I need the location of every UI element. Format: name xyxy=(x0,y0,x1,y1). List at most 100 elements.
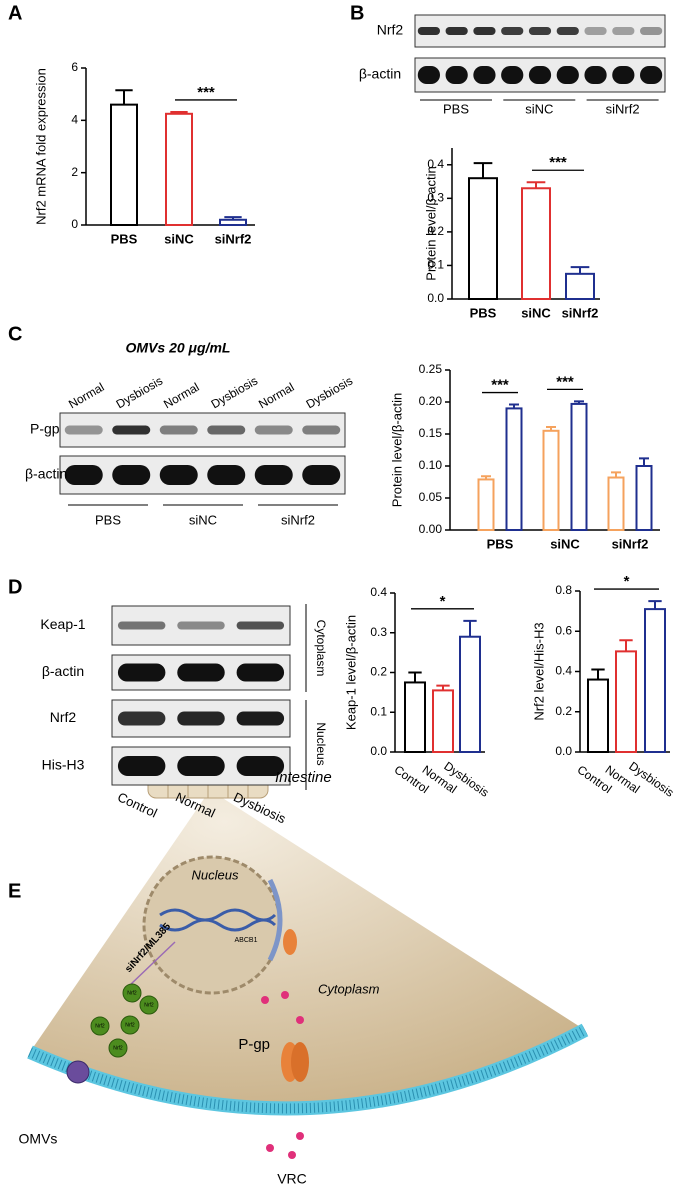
lane-label: Normal xyxy=(256,380,296,411)
diagram-label: VRC xyxy=(277,1171,307,1187)
blot-group-label: PBS xyxy=(443,101,469,116)
band xyxy=(236,663,285,682)
y-tick-label: 4 xyxy=(71,113,78,127)
x-tick-label: PBS xyxy=(470,305,497,320)
error-bar xyxy=(463,619,477,637)
blot-row-label: β-actin xyxy=(359,66,401,82)
bar xyxy=(644,608,666,753)
band xyxy=(159,465,198,485)
y-tick-label: 0.2 xyxy=(555,704,572,718)
band xyxy=(640,66,663,84)
y-axis-label: Nrf2 mRNA fold expression xyxy=(33,68,48,225)
band xyxy=(117,711,166,726)
significance-label: *** xyxy=(549,154,567,171)
band xyxy=(117,756,166,776)
blot-pgp xyxy=(59,412,346,448)
band xyxy=(236,711,285,726)
diagram-label: Cytoplasm xyxy=(318,981,380,996)
blot-row-label: Nrf2 xyxy=(50,709,77,725)
band xyxy=(254,425,293,435)
error-bar xyxy=(473,162,493,179)
lane-label: Dysbiosis xyxy=(114,374,165,412)
y-tick-label: 0.1 xyxy=(370,704,387,718)
y-tick-label: 0.8 xyxy=(555,583,572,597)
band xyxy=(528,66,552,84)
band xyxy=(112,425,151,435)
panel-letter: A xyxy=(8,2,22,24)
band xyxy=(584,66,607,84)
significance-label: *** xyxy=(556,373,574,390)
band xyxy=(302,465,341,485)
er xyxy=(267,878,283,962)
compartment-label: Nucleus xyxy=(314,722,328,765)
band xyxy=(640,27,663,35)
y-tick-label: 0.20 xyxy=(419,394,443,408)
bar xyxy=(635,465,653,531)
diagram-label: Nrf2 xyxy=(144,1002,154,1008)
band xyxy=(236,756,285,776)
y-axis-label: Keap-1 level/β-actin xyxy=(343,615,358,730)
band xyxy=(417,66,440,84)
bar xyxy=(542,429,560,531)
y-axis-label: Protein level/β-actin xyxy=(423,166,438,280)
significance-label: *** xyxy=(197,84,215,101)
inhibition-line xyxy=(129,941,176,986)
band xyxy=(117,621,166,630)
significance-label: * xyxy=(624,573,630,590)
y-tick-label: 2 xyxy=(71,165,78,179)
y-tick-label: 0.3 xyxy=(370,625,387,639)
error-bar xyxy=(574,400,584,404)
band xyxy=(64,425,103,435)
blot-actin xyxy=(59,455,346,495)
cell-sector xyxy=(30,790,585,1109)
bar xyxy=(477,478,495,532)
lane-label: Dysbiosis xyxy=(304,374,355,412)
error-bar xyxy=(591,668,605,680)
error-bar xyxy=(509,403,519,409)
y-tick-label: 0.4 xyxy=(370,585,387,599)
band xyxy=(501,27,524,35)
band xyxy=(64,465,103,485)
blot-row-label: Keap-1 xyxy=(40,616,85,632)
y-tick-label: 0.15 xyxy=(419,426,443,440)
error-bar xyxy=(170,110,188,114)
band xyxy=(417,27,440,35)
diagram-label: Intestine xyxy=(275,769,332,786)
x-tick-label: siNC xyxy=(521,305,551,320)
pgp xyxy=(291,1042,309,1082)
band xyxy=(207,425,246,435)
band xyxy=(556,66,579,84)
blot-group-label: siNC xyxy=(189,512,217,527)
bar xyxy=(565,272,595,301)
band xyxy=(302,425,341,435)
diagram-label: Nrf2 xyxy=(127,990,137,996)
y-tick-label: 0.10 xyxy=(419,458,443,472)
diagram-label: Nrf2 xyxy=(125,1022,135,1028)
significance-label: * xyxy=(440,593,446,610)
bar xyxy=(521,187,551,300)
blot-group-label: siNC xyxy=(525,101,553,116)
y-tick-label: 0.2 xyxy=(427,224,444,238)
x-tick-label: siNrf2 xyxy=(612,536,649,551)
y-tick-label: 0.4 xyxy=(427,157,444,171)
blot-group-label: siNrf2 xyxy=(281,512,315,527)
y-tick-label: 0.25 xyxy=(419,362,443,376)
dna xyxy=(159,908,277,932)
y-tick-label: 0.4 xyxy=(555,664,572,678)
band xyxy=(612,66,635,84)
y-tick-label: 0.00 xyxy=(419,522,443,536)
y-tick-label: 0.0 xyxy=(555,744,572,758)
nrf2-proteins xyxy=(90,983,159,1058)
blot-row-label: P-gp xyxy=(30,421,60,437)
significance-label: *** xyxy=(491,377,509,394)
error-bar xyxy=(408,671,422,683)
x-tick-label: siNC xyxy=(550,536,580,551)
band xyxy=(584,27,607,35)
bar xyxy=(110,103,138,226)
error-bar xyxy=(224,216,242,220)
blot-group-label: siNrf2 xyxy=(606,101,640,116)
panel-letter: E xyxy=(8,880,21,902)
band xyxy=(117,663,166,682)
band xyxy=(556,27,579,35)
error-bar xyxy=(526,181,546,189)
